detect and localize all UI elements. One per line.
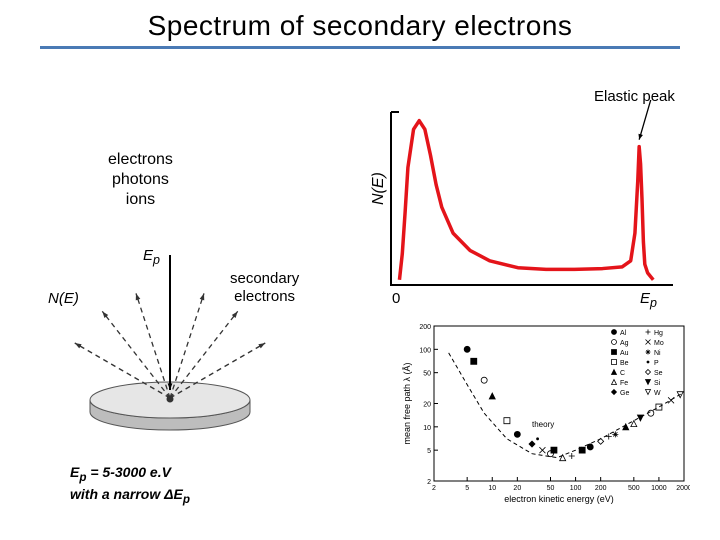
spectrum-xmax: Ep bbox=[640, 290, 657, 310]
svg-text:theory: theory bbox=[532, 420, 554, 429]
svg-text:Au: Au bbox=[620, 350, 629, 357]
svg-text:electron kinetic energy (eV): electron kinetic energy (eV) bbox=[504, 494, 614, 504]
spectrum-chart bbox=[373, 100, 683, 300]
svg-text:5: 5 bbox=[427, 448, 431, 455]
svg-text:200: 200 bbox=[419, 324, 431, 331]
footnote: Ep = 5-3000 e.V with a narrow ΔEp bbox=[70, 463, 190, 507]
svg-text:100: 100 bbox=[419, 347, 431, 354]
fn-e1: E bbox=[70, 464, 79, 480]
svg-text:Al: Al bbox=[620, 330, 627, 337]
svg-text:Se: Se bbox=[654, 370, 663, 377]
svg-text:100: 100 bbox=[570, 485, 582, 492]
svg-text:20: 20 bbox=[513, 485, 521, 492]
fn-e2: E bbox=[174, 486, 183, 502]
svg-text:1000: 1000 bbox=[651, 485, 667, 492]
svg-text:50: 50 bbox=[423, 371, 431, 378]
ep-e: E bbox=[640, 290, 650, 307]
page-title: Spectrum of secondary electrons bbox=[0, 0, 720, 42]
sample-diagram bbox=[0, 240, 340, 440]
ep-p: p bbox=[650, 296, 657, 310]
svg-text:2000: 2000 bbox=[676, 485, 690, 492]
svg-text:10: 10 bbox=[488, 485, 496, 492]
svg-text:mean free path λ (Å): mean free path λ (Å) bbox=[402, 362, 412, 444]
svg-text:500: 500 bbox=[628, 485, 640, 492]
svg-text:Hg: Hg bbox=[654, 330, 663, 337]
particles-label: electrons photons ions bbox=[108, 150, 173, 210]
svg-text:2: 2 bbox=[432, 485, 436, 492]
svg-text:W: W bbox=[654, 390, 661, 397]
mfp-chart: 2 5 10 20 50 100 200 500 1000 2000 2 5 10 20 50 100 200 e… bbox=[400, 320, 690, 505]
svg-text:C: C bbox=[620, 370, 625, 377]
svg-text:Mo: Mo bbox=[654, 340, 664, 347]
fn-b1: = 5-3000 e.V bbox=[86, 464, 170, 480]
svg-text:Si: Si bbox=[654, 380, 661, 387]
fn-delta: Δ bbox=[164, 486, 173, 502]
particles-l2: photons bbox=[112, 171, 169, 188]
svg-text:50: 50 bbox=[547, 485, 555, 492]
svg-text:20: 20 bbox=[423, 402, 431, 409]
svg-text:2: 2 bbox=[427, 479, 431, 486]
svg-text:Ag: Ag bbox=[620, 340, 629, 347]
svg-text:Ge: Ge bbox=[620, 390, 629, 397]
fn-p2: p bbox=[183, 493, 190, 506]
svg-text:Fe: Fe bbox=[620, 380, 628, 387]
svg-text:Ni: Ni bbox=[654, 350, 661, 357]
fn-a2: with a narrow bbox=[70, 486, 164, 502]
svg-text:10: 10 bbox=[423, 425, 431, 432]
svg-text:5: 5 bbox=[465, 485, 469, 492]
svg-text:P: P bbox=[654, 360, 659, 367]
spectrum-x0: 0 bbox=[392, 290, 400, 307]
svg-text:200: 200 bbox=[595, 485, 607, 492]
particles-l1: electrons bbox=[108, 151, 173, 168]
svg-text:Be: Be bbox=[620, 360, 629, 367]
title-underline bbox=[40, 46, 680, 49]
particles-l3: ions bbox=[126, 191, 155, 208]
